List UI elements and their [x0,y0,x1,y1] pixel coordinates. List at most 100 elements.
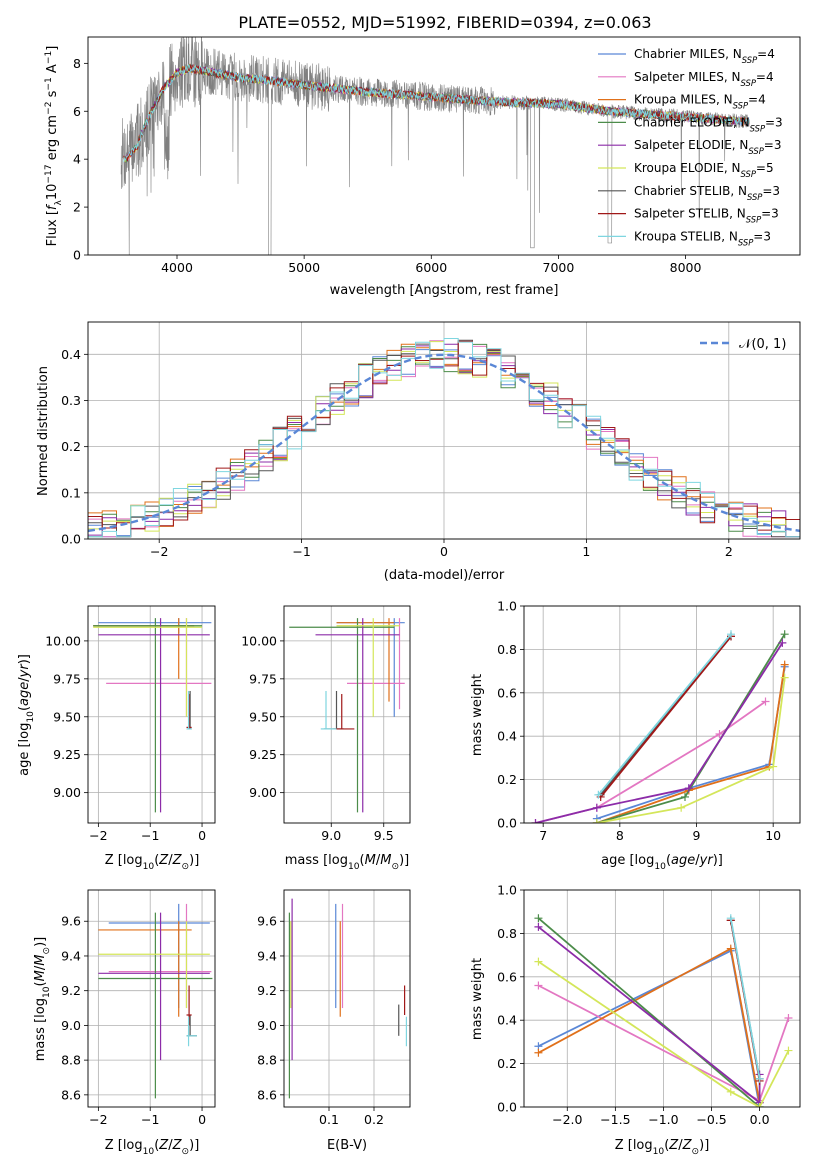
legend-entry-kroupa-elodie: Kroupa ELODIE, NSSP=5 [598,161,774,179]
series-chabrier-elodie [534,914,764,1107]
series-line [596,664,786,823]
x-axis-label: mass [log10(M/M⊙)] [285,853,409,872]
spectrum-legend: Chabrier MILES, NSSP=4 Salpeter MILES, NS… [598,47,783,247]
legend-label: Kroupa MILES, NSSP=4 [634,93,766,111]
x-tick-label: 4000 [161,260,193,275]
legend-entry-salpeter-stelib: Salpeter STELIB, NSSP=3 [598,207,779,225]
point-salpeter-elodie [315,618,400,813]
mass-weight-vs-metallicity-panel: −2.0 −1.5 −1.0 −0.5 0.0 0.0 0.2 0.4 0.6 0.8 1.0 Z [… [470,883,801,1157]
residuals-panel: −2 −1 0 1 2 0.0 0.1 0.2 0.3 0.4 𝒩(0, 1) (data-model… [36,321,801,583]
y-tick-label: 0.2 [61,439,81,454]
x-tick-label: −1 [292,544,310,559]
axes-frame [87,36,801,256]
series-marker [755,1074,764,1083]
series-marker [715,730,724,739]
series-marker [769,762,778,771]
y-axis-label: mass weight [470,958,485,1040]
x-tick-label: −0.5 [696,1112,726,1127]
series-marker [534,981,543,990]
legend-label: Salpeter ELODIE, NSSP=3 [634,138,782,156]
axes-frame [87,605,216,824]
series-marker [761,697,770,706]
x-axis-label: Z [log10(Z/Z⊙)] [105,853,200,872]
series-marker [534,914,543,923]
legend-label: Salpeter MILES, NSSP=4 [634,70,774,88]
series-line [537,960,790,1107]
y-tick-label: 9.6 [257,914,277,929]
x-tick-label: −1.0 [648,1112,678,1127]
legend-entry-chabrier-stelib: Chabrier STELIB, NSSP=3 [598,184,780,202]
point-kroupa-miles [336,618,395,702]
residuals-legend: 𝒩(0, 1) [700,337,786,352]
legend-label: Kroupa ELODIE, NSSP=5 [634,161,774,179]
axes-frame [523,889,801,1108]
y-tick-label: 9.0 [61,1018,81,1033]
point-salpeter-elodie [98,618,210,813]
point-kroupa-miles [98,921,192,1017]
series-salpeter-stelib [596,632,735,801]
axes-frame [87,321,801,540]
point-salpeter-miles [106,618,212,717]
x-tick-label: −2 [150,544,168,559]
y-tick-label: 0.1 [61,485,81,500]
x-tick-label: −2 [89,1112,107,1127]
y-tick-label: 9.4 [61,948,81,963]
y-tick-label: 0.0 [497,816,517,831]
y-tick-label: 9.75 [249,671,277,686]
series-marker [780,630,789,639]
series-marker [681,792,689,801]
y-tick-label: 9.25 [249,747,277,762]
y-axis-label: Normed distribution [36,366,51,496]
point-kroupa-elodie [336,618,400,717]
series-line [600,635,732,798]
series-marker [677,803,686,812]
series-kroupa-elodie [534,957,793,1107]
y-tick-label: 8.8 [61,1053,81,1068]
series-line [729,918,761,1079]
mass-vs-extinction-panel: 0.1 0.2 8.6 8.8 9.0 9.2 9.4 9.6 E(B-V) [257,889,411,1153]
legend-entry-kroupa-stelib: Kroupa STELIB, NSSP=3 [598,229,771,247]
x-axis-label: (data-model)/error [384,568,505,583]
y-tick-label: 8.6 [61,1087,81,1102]
plot-area [289,618,405,813]
series-chabrier-miles [534,946,764,1107]
plot-area [288,898,407,1099]
x-tick-label: 8000 [670,260,702,275]
y-tick-label: 0.4 [497,1013,517,1028]
x-tick-label: 2 [725,544,733,559]
x-tick-label: −1.5 [600,1112,630,1127]
x-axis-label: Z [log10(Z/Z⊙)] [615,1138,710,1157]
series-line [596,666,786,820]
legend-label: Chabrier STELIB, NSSP=3 [634,184,780,202]
y-tick-label: 0.6 [497,969,517,984]
legend-label: Kroupa STELIB, NSSP=3 [634,229,771,247]
normal-distribution-curve [88,353,800,533]
y-tick-label: 9.50 [53,709,81,724]
point-chabrier-stelib [323,690,344,730]
series-marker [594,790,603,799]
plot-area [93,618,212,813]
point-kroupa-stelib [186,690,192,730]
y-tick-label: 9.2 [257,983,277,998]
y-tick-label: 0.0 [497,1100,517,1115]
series-marker [534,922,543,931]
y-tick-label: 9.4 [257,948,277,963]
y-tick-label: 9.2 [61,983,81,998]
series-marker [784,1014,793,1023]
series-line [537,917,761,1107]
y-tick-label: 9.25 [53,747,81,762]
y-tick-label: 0.3 [61,393,81,408]
x-tick-label: −2.0 [552,1112,582,1127]
y-tick-label: 8.6 [257,1087,277,1102]
x-tick-label: 9.0 [321,828,341,843]
y-tick-label: 10.00 [45,633,81,648]
y-tick-label: 0.8 [497,926,517,941]
series-marker [727,630,735,639]
legend-label: Chabrier MILES, NSSP=4 [634,47,775,65]
x-tick-label: 0 [198,828,206,843]
series-kroupa-miles [534,944,764,1107]
y-axis-label: mass [log10(M/M⊙)] [33,937,52,1061]
axes-frame [283,605,411,824]
plot-area [120,37,750,255]
